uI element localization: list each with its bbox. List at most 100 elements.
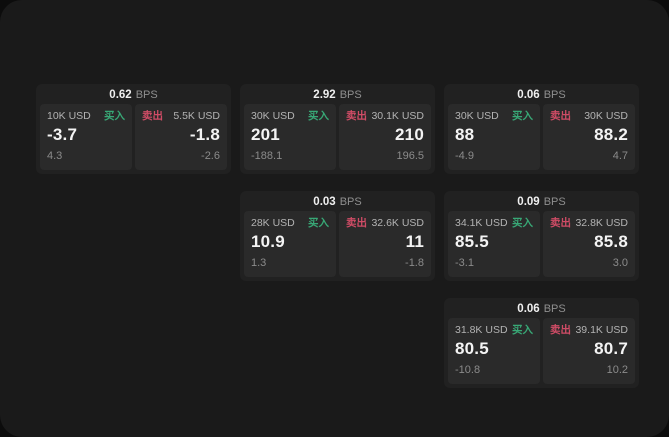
- spread-header: 2.92 BPS: [240, 84, 435, 104]
- sell-delta: -1.8: [405, 257, 424, 269]
- sell-top-row: 卖出 32.6K USD: [346, 217, 424, 229]
- spread-unit: BPS: [543, 89, 566, 101]
- sell-top-row: 卖出 32.8K USD: [550, 217, 628, 229]
- spread-unit: BPS: [339, 89, 362, 101]
- spread-value: 0.03: [313, 196, 336, 208]
- buy-top-row: 31.8K USD 买入: [455, 324, 533, 336]
- sell-delta: 4.7: [612, 150, 628, 162]
- quote-panels: 31.8K USD 买入 80.5 -10.8 卖出 39.1K USD 80.…: [444, 318, 639, 384]
- buy-panel[interactable]: 30K USD 买入 88 -4.9: [448, 104, 540, 170]
- sell-tag: 卖出: [550, 324, 571, 336]
- spread-unit: BPS: [543, 196, 566, 208]
- sell-panel[interactable]: 卖出 32.8K USD 85.8 3.0: [543, 211, 635, 277]
- buy-top-row: 28K USD 买入: [251, 217, 329, 229]
- sell-price: 88.2: [594, 125, 628, 144]
- spread-header: 0.06 BPS: [444, 84, 639, 104]
- quote-card: 0.06 BPS 31.8K USD 买入 80.5 -10.8 卖出 39.1…: [444, 298, 639, 388]
- buy-panel[interactable]: 34.1K USD 买入 85.5 -3.1: [448, 211, 540, 277]
- sell-top-row: 卖出 39.1K USD: [550, 324, 628, 336]
- sell-tag: 卖出: [550, 110, 571, 122]
- quote-panels: 34.1K USD 买入 85.5 -3.1 卖出 32.8K USD 85.8…: [444, 211, 639, 277]
- spread-header: 0.03 BPS: [240, 191, 435, 211]
- buy-top-row: 30K USD 买入: [251, 110, 329, 122]
- buy-delta: -4.9: [455, 150, 474, 162]
- buy-price: 88: [455, 125, 475, 144]
- sell-top-row: 卖出 30K USD: [550, 110, 628, 122]
- buy-delta: 4.3: [47, 150, 63, 162]
- sell-delta: 10.2: [606, 364, 628, 376]
- sell-top-row: 卖出 5.5K USD: [142, 110, 220, 122]
- buy-tag: 买入: [512, 217, 533, 229]
- sell-panel[interactable]: 卖出 30K USD 88.2 4.7: [543, 104, 635, 170]
- quote-card: 0.62 BPS 10K USD 买入 -3.7 4.3 卖出 5.5K USD…: [36, 84, 231, 174]
- spread-header: 0.06 BPS: [444, 298, 639, 318]
- buy-tag: 买入: [308, 110, 329, 122]
- spread-value: 0.62: [109, 89, 132, 101]
- sell-size: 32.8K USD: [575, 217, 628, 229]
- buy-delta: -10.8: [455, 364, 481, 376]
- buy-price: 201: [251, 125, 280, 144]
- buy-tag: 买入: [104, 110, 125, 122]
- buy-tag: 买入: [308, 217, 329, 229]
- buy-size: 28K USD: [251, 217, 295, 229]
- spread-value: 0.09: [517, 196, 540, 208]
- buy-price: 10.9: [251, 232, 285, 251]
- buy-panel[interactable]: 31.8K USD 买入 80.5 -10.8: [448, 318, 540, 384]
- spread-unit: BPS: [543, 303, 566, 315]
- spread-value: 0.06: [517, 89, 540, 101]
- buy-price: -3.7: [47, 125, 78, 144]
- spread-unit: BPS: [135, 89, 158, 101]
- buy-top-row: 34.1K USD 买入: [455, 217, 533, 229]
- sell-tag: 卖出: [550, 217, 571, 229]
- buy-size: 34.1K USD: [455, 217, 508, 229]
- sell-price: 11: [405, 232, 424, 251]
- sell-size: 5.5K USD: [173, 110, 220, 122]
- sell-delta: -2.6: [201, 150, 220, 162]
- sell-panel[interactable]: 卖出 5.5K USD -1.8 -2.6: [135, 104, 227, 170]
- sell-size: 32.6K USD: [371, 217, 424, 229]
- quote-panels: 10K USD 买入 -3.7 4.3 卖出 5.5K USD -1.8 -2.…: [36, 104, 231, 170]
- sell-price: 210: [395, 125, 424, 144]
- sell-price: 80.7: [594, 339, 628, 358]
- sell-tag: 卖出: [346, 217, 367, 229]
- sell-price: 85.8: [594, 232, 628, 251]
- sell-delta: 3.0: [612, 257, 628, 269]
- buy-delta: 1.3: [251, 257, 267, 269]
- spread-header: 0.62 BPS: [36, 84, 231, 104]
- sell-size: 30K USD: [584, 110, 628, 122]
- buy-size: 30K USD: [455, 110, 499, 122]
- spread-unit: BPS: [339, 196, 362, 208]
- sell-price: -1.8: [189, 125, 220, 144]
- quote-card: 0.03 BPS 28K USD 买入 10.9 1.3 卖出 32.6K US…: [240, 191, 435, 281]
- spread-value: 2.92: [313, 89, 336, 101]
- sell-panel[interactable]: 卖出 30.1K USD 210 196.5: [339, 104, 431, 170]
- spread-header: 0.09 BPS: [444, 191, 639, 211]
- quote-panels: 30K USD 买入 201 -188.1 卖出 30.1K USD 210 1…: [240, 104, 435, 170]
- buy-tag: 买入: [512, 110, 533, 122]
- quote-card: 2.92 BPS 30K USD 买入 201 -188.1 卖出 30.1K …: [240, 84, 435, 174]
- quote-card: 0.06 BPS 30K USD 买入 88 -4.9 卖出 30K USD 8…: [444, 84, 639, 174]
- buy-panel[interactable]: 28K USD 买入 10.9 1.3: [244, 211, 336, 277]
- sell-tag: 卖出: [346, 110, 367, 122]
- buy-delta: -3.1: [455, 257, 474, 269]
- sell-panel[interactable]: 卖出 39.1K USD 80.7 10.2: [543, 318, 635, 384]
- sell-tag: 卖出: [142, 110, 163, 122]
- buy-top-row: 30K USD 买入: [455, 110, 533, 122]
- buy-tag: 买入: [512, 324, 533, 336]
- sell-size: 30.1K USD: [371, 110, 424, 122]
- buy-size: 30K USD: [251, 110, 295, 122]
- buy-delta: -188.1: [251, 150, 283, 162]
- sell-top-row: 卖出 30.1K USD: [346, 110, 424, 122]
- spread-value: 0.06: [517, 303, 540, 315]
- quote-card: 0.09 BPS 34.1K USD 买入 85.5 -3.1 卖出 32.8K…: [444, 191, 639, 281]
- buy-top-row: 10K USD 买入: [47, 110, 125, 122]
- buy-price: 80.5: [455, 339, 489, 358]
- quote-panels: 28K USD 买入 10.9 1.3 卖出 32.6K USD 11 -1.8: [240, 211, 435, 277]
- buy-price: 85.5: [455, 232, 489, 251]
- buy-panel[interactable]: 30K USD 买入 201 -188.1: [244, 104, 336, 170]
- buy-panel[interactable]: 10K USD 买入 -3.7 4.3: [40, 104, 132, 170]
- sell-panel[interactable]: 卖出 32.6K USD 11 -1.8: [339, 211, 431, 277]
- sell-size: 39.1K USD: [575, 324, 628, 336]
- buy-size: 10K USD: [47, 110, 91, 122]
